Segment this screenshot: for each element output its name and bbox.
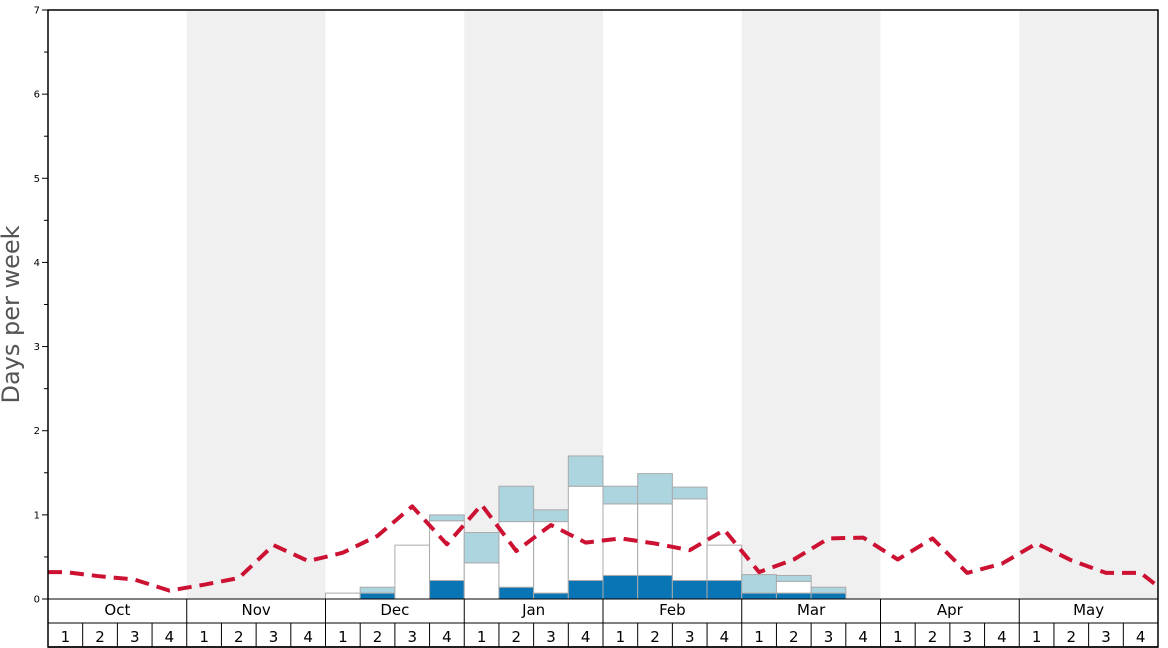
- week-label-dec-4: 4: [442, 628, 452, 646]
- month-label-dec: Dec: [380, 601, 409, 619]
- bars-layer: [325, 455, 847, 600]
- bar-week-12-series-1: [429, 579, 465, 600]
- y-axis: 0 1 2 3 4 5 6 7: [34, 6, 48, 606]
- bar-week-23-series-3: [810, 586, 847, 594]
- y-tick-label-2: 2: [34, 426, 40, 437]
- week-label-dec-1: 1: [338, 628, 348, 646]
- bar-week-11-series-2: [394, 544, 431, 600]
- month-label-apr: Apr: [937, 601, 964, 619]
- bar-week-18-series-3: [637, 473, 673, 505]
- y-tick-label-3: 3: [34, 342, 40, 353]
- month-label-jan: Jan: [521, 601, 545, 619]
- bar-week-18-series-2: [637, 503, 673, 576]
- bar-week-19-series-3: [671, 486, 708, 500]
- week-label-may-3: 3: [1101, 628, 1111, 646]
- bar-week-19-series-2: [671, 498, 708, 581]
- bar-week-17-series-1: [602, 574, 639, 600]
- bar-week-19-series-1: [671, 579, 708, 600]
- bar-week-16-series-1: [567, 579, 604, 600]
- week-label-nov-2: 2: [234, 628, 244, 646]
- bar-week-14-series-2: [498, 521, 535, 588]
- y-tick-label-7: 7: [34, 6, 40, 17]
- week-label-mar-1: 1: [754, 628, 764, 646]
- bar-week-22-series-1: [775, 592, 812, 600]
- plot-frame: [47, 9, 1159, 648]
- week-label-oct-1: 1: [61, 628, 71, 646]
- week-label-feb-1: 1: [616, 628, 626, 646]
- average-line: [48, 502, 1160, 593]
- bar-week-14-series-1: [498, 586, 535, 600]
- y-tick-label-1: 1: [34, 510, 40, 521]
- month-label-mar: Mar: [797, 601, 826, 619]
- month-label-oct: Oct: [104, 601, 130, 619]
- week-label-nov-1: 1: [199, 628, 209, 646]
- week-label-apr-3: 3: [962, 628, 972, 646]
- y-tick-label-5: 5: [34, 174, 40, 185]
- week-label-oct-4: 4: [165, 628, 175, 646]
- bar-week-15-series-1: [533, 592, 569, 600]
- bar-week-10-series-3: [359, 586, 396, 594]
- week-label-apr-1: 1: [893, 628, 903, 646]
- week-label-apr-4: 4: [997, 628, 1007, 646]
- bar-week-10-series-1: [359, 592, 396, 600]
- y-tick-label-4: 4: [34, 258, 40, 269]
- month-band-nov: [186, 10, 326, 599]
- bar-week-9-series-2: [325, 592, 361, 600]
- bar-week-16-series-2: [567, 485, 604, 581]
- bar-week-20-series-1: [706, 579, 743, 600]
- month-label-nov: Nov: [241, 601, 270, 619]
- bar-week-12-series-3: [429, 514, 465, 522]
- bar-week-22-series-3: [775, 574, 812, 582]
- bar-week-21-series-1: [741, 592, 777, 600]
- bar-week-17-series-3: [602, 485, 639, 505]
- week-label-feb-3: 3: [685, 628, 695, 646]
- average-line-layer: [48, 502, 1160, 593]
- x-axis: Oct 1 2 3 4 Nov 1 2 3 4 Dec 1 2 3 4 Jan 1 2 3 4 Feb 1 2 3 4 Mar 1 2…: [48, 598, 1158, 648]
- week-label-may-4: 4: [1136, 628, 1146, 646]
- week-label-may-2: 2: [1067, 628, 1077, 646]
- week-label-jan-3: 3: [546, 628, 556, 646]
- month-band-may: [1019, 10, 1158, 599]
- week-label-jan-2: 2: [512, 628, 522, 646]
- week-label-oct-2: 2: [95, 628, 105, 646]
- week-label-oct-3: 3: [130, 628, 140, 646]
- week-label-dec-2: 2: [373, 628, 383, 646]
- week-label-mar-3: 3: [824, 628, 834, 646]
- week-label-dec-3: 3: [407, 628, 417, 646]
- bar-week-14-series-3: [498, 485, 535, 523]
- bar-week-22-series-2: [775, 580, 812, 594]
- bar-week-20-series-2: [706, 544, 743, 581]
- week-label-mar-4: 4: [858, 628, 868, 646]
- month-label-may: May: [1073, 601, 1104, 619]
- week-label-feb-4: 4: [720, 628, 730, 646]
- week-label-mar-2: 2: [789, 628, 799, 646]
- week-label-may-1: 1: [1032, 628, 1042, 646]
- week-label-nov-4: 4: [303, 628, 313, 646]
- bar-week-13-series-3: [463, 532, 500, 564]
- bar-week-13-series-2: [463, 562, 500, 600]
- week-label-apr-2: 2: [928, 628, 938, 646]
- bar-week-15-series-2: [533, 521, 569, 594]
- week-label-feb-2: 2: [650, 628, 660, 646]
- y-axis-title: Days per week: [0, 225, 25, 403]
- week-label-jan-1: 1: [477, 628, 487, 646]
- bar-week-23-series-1: [810, 592, 847, 600]
- week-label-nov-3: 3: [269, 628, 279, 646]
- bar-week-18-series-1: [637, 574, 673, 600]
- week-label-jan-4: 4: [581, 628, 591, 646]
- month-bands: [186, 10, 1158, 599]
- bar-week-15-series-3: [533, 509, 569, 523]
- y-tick-label-0: 0: [34, 595, 40, 606]
- month-label-feb: Feb: [659, 601, 686, 619]
- y-tick-label-6: 6: [34, 90, 40, 101]
- month-band-mar: [741, 10, 881, 599]
- bar-week-16-series-3: [567, 455, 604, 487]
- bar-week-21-series-3: [741, 574, 777, 594]
